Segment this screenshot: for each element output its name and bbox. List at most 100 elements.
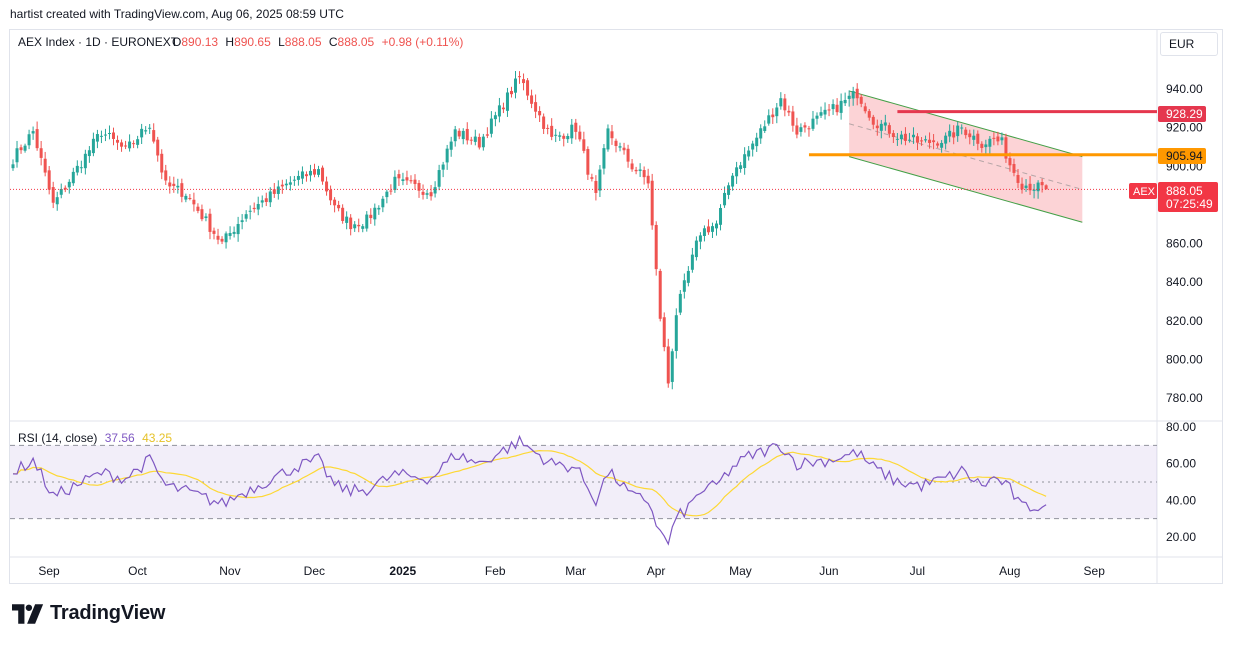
candle	[614, 138, 618, 153]
candle	[871, 114, 875, 130]
candle	[140, 123, 144, 145]
candle-body	[1040, 182, 1044, 186]
candle-body	[650, 180, 654, 226]
candle	[401, 172, 405, 186]
brand: TradingView	[12, 602, 165, 625]
candle-body	[863, 106, 867, 112]
candle	[317, 165, 321, 178]
support-badge-text: 905.94	[1166, 149, 1203, 163]
candle	[964, 127, 968, 139]
candle-body	[968, 133, 972, 138]
candle-body	[292, 179, 296, 181]
candle	[996, 131, 1000, 146]
candle-body	[425, 193, 429, 195]
candle-body	[152, 130, 156, 142]
candle-body	[385, 191, 389, 198]
candle	[823, 102, 827, 120]
candle-body	[124, 145, 128, 147]
candle-body	[345, 216, 349, 223]
candle	[220, 236, 224, 245]
candle-body	[823, 109, 827, 115]
candle-body	[176, 185, 180, 188]
candle	[164, 164, 168, 185]
candle	[132, 140, 136, 149]
rsi-ma-line	[13, 449, 1047, 517]
candle	[598, 165, 602, 198]
candle-body	[984, 144, 988, 148]
candle-body	[27, 134, 31, 146]
candle-body	[389, 190, 393, 192]
chart-attribution: hartist created with TradingView.com, Au…	[10, 7, 344, 21]
candle	[409, 175, 413, 184]
candle-body	[288, 182, 292, 185]
time-tick-label: 2025	[389, 564, 416, 578]
candle	[67, 179, 71, 194]
candle	[859, 94, 863, 108]
candle-body	[698, 235, 702, 242]
candle-body	[759, 128, 763, 139]
candle	[682, 273, 686, 299]
candle-body	[284, 183, 288, 186]
candle	[345, 211, 349, 230]
candle	[554, 128, 558, 143]
candle-body	[413, 179, 417, 185]
candle	[803, 122, 807, 133]
candle	[445, 144, 449, 170]
candle-body	[192, 199, 196, 205]
candle-body	[317, 169, 321, 175]
candle-body	[268, 191, 272, 203]
candle	[449, 136, 453, 157]
candle	[799, 123, 803, 137]
candle	[542, 113, 546, 135]
candle-body	[349, 217, 353, 230]
candle	[417, 180, 421, 198]
candle-body	[936, 143, 940, 146]
candle	[208, 208, 212, 240]
candle	[184, 193, 188, 203]
candle	[369, 208, 373, 224]
candle-body	[875, 125, 879, 129]
candle	[739, 161, 743, 173]
tradingview-logo-icon	[12, 603, 44, 624]
candle	[582, 131, 586, 154]
candle	[389, 184, 393, 195]
candle	[308, 164, 312, 182]
candle-body	[441, 164, 445, 170]
candle	[272, 183, 276, 198]
legend-high-label: H	[225, 35, 234, 49]
price-tick-label: 820.00	[1166, 314, 1203, 328]
candle-body	[381, 198, 385, 208]
candle-body	[140, 128, 144, 138]
candle	[489, 111, 493, 138]
candle	[461, 128, 465, 145]
candle-body	[992, 137, 996, 139]
candle	[453, 125, 457, 147]
candle	[751, 140, 755, 157]
candle-body	[972, 135, 976, 140]
price-tick-label: 840.00	[1166, 275, 1203, 289]
candle-body	[232, 231, 236, 234]
legend-close-value: 888.05	[338, 35, 375, 49]
candle	[702, 225, 706, 242]
candle-body	[602, 148, 606, 169]
currency-selector[interactable]: EUR	[1160, 32, 1218, 56]
candle	[509, 86, 513, 98]
candle	[731, 173, 735, 191]
candle	[767, 109, 771, 126]
legend-symbol[interactable]: AEX Index · 1D · EURONEXT	[18, 35, 179, 49]
candle	[956, 121, 960, 142]
channel-lower-line	[849, 156, 1083, 223]
candle-body	[815, 115, 819, 119]
candle	[112, 127, 115, 146]
candle	[43, 151, 47, 177]
candle-body	[674, 315, 678, 351]
candle-body	[308, 170, 312, 176]
candle-body	[582, 139, 586, 151]
candle-body	[160, 153, 164, 173]
candle-body	[489, 118, 493, 134]
candle-body	[940, 142, 944, 148]
candle-body	[67, 181, 71, 188]
candle	[95, 129, 99, 149]
candle-body	[473, 136, 477, 142]
